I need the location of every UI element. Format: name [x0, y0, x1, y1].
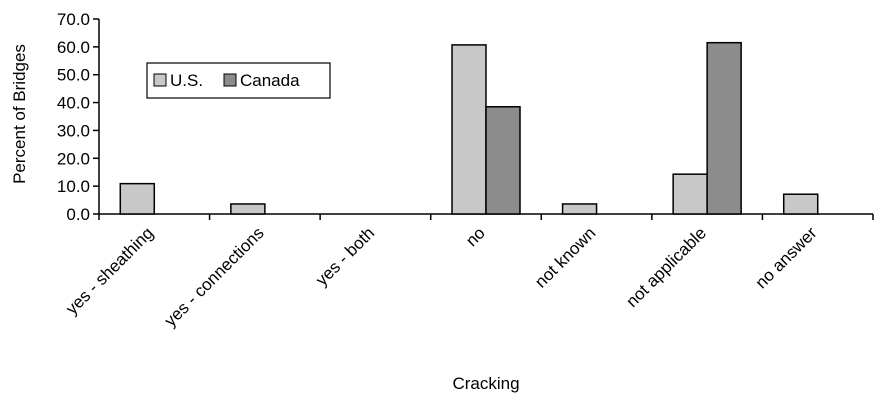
- bar-canada: [485, 106, 521, 215]
- legend-label-us: U.S.: [170, 71, 203, 90]
- x-tick-label: no: [462, 223, 489, 250]
- bar-canada: [706, 41, 742, 215]
- bar-u-s: [451, 44, 487, 215]
- bar-u-s: [782, 193, 819, 215]
- x-tick-label: yes - both: [312, 223, 378, 289]
- bars: [119, 41, 819, 215]
- legend-swatch-canada: [223, 73, 237, 87]
- legend-box: [146, 62, 331, 99]
- y-tick-label: 50.0: [57, 66, 90, 85]
- legend-label-canada: Canada: [240, 71, 300, 90]
- x-axis-title: Cracking: [452, 374, 519, 393]
- legend: U.S. Canada: [146, 62, 331, 99]
- x-tick-label: yes - sheathing: [62, 223, 157, 318]
- x-axis: yes - sheathing yes - connections yes - bo…: [62, 213, 874, 330]
- y-axis: 0.0 10.0 20.0 30.0 40.0 50.0 60.0 70.0: [57, 10, 100, 224]
- y-tick-label: 20.0: [57, 149, 90, 168]
- y-tick-label: 60.0: [57, 38, 90, 57]
- y-tick-label: 30.0: [57, 121, 90, 140]
- y-tick-label: 10.0: [57, 177, 90, 196]
- x-tick-label: not applicable: [622, 223, 710, 311]
- x-tick-label: not known: [531, 223, 599, 291]
- bar-u-s: [561, 203, 598, 215]
- y-axis-title: Percent of Bridges: [10, 44, 29, 184]
- x-tick-label: yes - connections: [161, 223, 268, 330]
- bar-u-s: [119, 182, 156, 215]
- bar-u-s: [672, 173, 708, 215]
- y-tick-label: 40.0: [57, 94, 90, 113]
- bar-u-s: [230, 203, 266, 215]
- x-tick-label: no answer: [752, 223, 821, 292]
- y-tick-label: 0.0: [66, 205, 90, 224]
- legend-swatch-us: [153, 73, 167, 87]
- y-tick-label: 70.0: [57, 10, 90, 29]
